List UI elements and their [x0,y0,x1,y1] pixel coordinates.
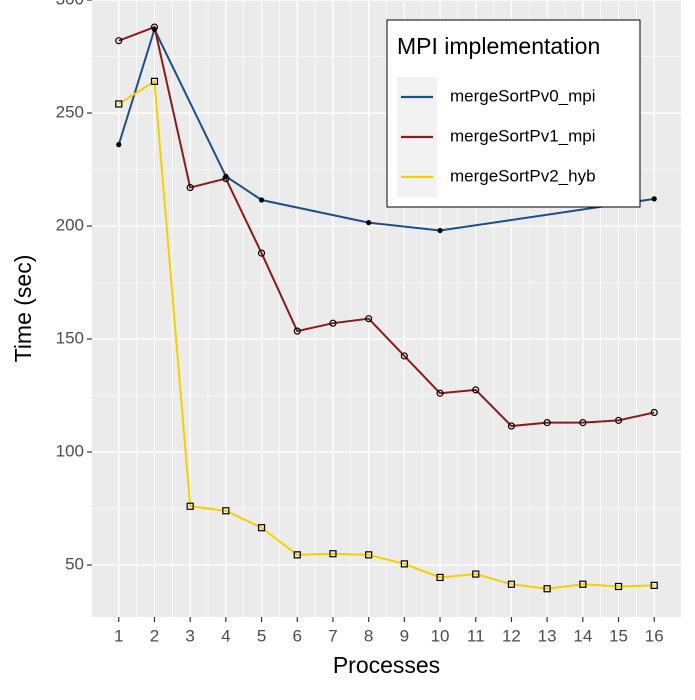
point [507,422,516,430]
y-tick-label: 300 [56,0,84,8]
x-tick-label: 16 [645,626,664,645]
y-tick-label: 250 [56,102,84,121]
point [329,550,337,558]
point [400,560,408,568]
x-tick-label: 1 [114,626,123,645]
x-tick-label: 15 [609,626,628,645]
x-axis-label: Processes [333,652,440,678]
point [293,327,301,335]
x-tick-label: 14 [573,626,592,645]
x-tick-label: 13 [538,626,557,645]
legend-label: mergeSortPv2_hyb [450,166,596,185]
point [543,585,551,593]
x-tick-label: 5 [257,626,266,645]
point [436,389,444,397]
point [579,419,587,427]
point [186,502,194,510]
point [365,315,373,323]
point [437,227,443,234]
point [223,173,229,179]
point [543,419,551,427]
x-tick-label: 4 [221,626,230,645]
legend-title: MPI implementation [397,33,600,59]
point [116,142,122,148]
point [258,197,265,203]
point [115,100,123,108]
y-tick-label: 50 [65,555,84,574]
point [507,580,516,588]
point [151,26,158,32]
legend-label: mergeSortPv0_mpi [450,86,596,105]
series-line [118,25,655,428]
point [651,196,657,202]
point [614,416,623,424]
x-tick-label: 11 [467,626,485,645]
y-tick-label: 200 [56,215,84,234]
point [366,220,372,226]
y-tick-label: 150 [56,328,84,347]
point [150,77,159,85]
point [472,570,480,578]
point [257,524,266,532]
point [222,507,230,515]
x-tick-label: 6 [293,626,302,645]
x-tick-label: 3 [185,626,194,645]
point [329,319,337,327]
x-tick-label: 10 [431,626,450,645]
point [186,183,194,192]
point [222,174,230,183]
x-tick-label: 9 [400,626,409,645]
y-axis-label: Time (sec) [10,255,36,363]
point [650,408,658,417]
point [115,37,123,45]
series-line [118,79,655,590]
point [400,352,408,360]
point [257,249,266,257]
point [472,386,480,394]
point [365,551,373,559]
point [614,582,623,591]
point [436,573,444,582]
point [579,580,587,588]
y-tick-label: 100 [56,441,84,460]
x-tick-label: 2 [150,626,159,645]
x-tick-label: 7 [328,626,337,645]
point [650,581,658,589]
x-tick-label: 8 [364,626,373,645]
legend-label: mergeSortPv1_mpi [450,126,596,145]
point [150,23,159,31]
point [293,551,301,559]
x-tick-label: 12 [502,626,521,645]
